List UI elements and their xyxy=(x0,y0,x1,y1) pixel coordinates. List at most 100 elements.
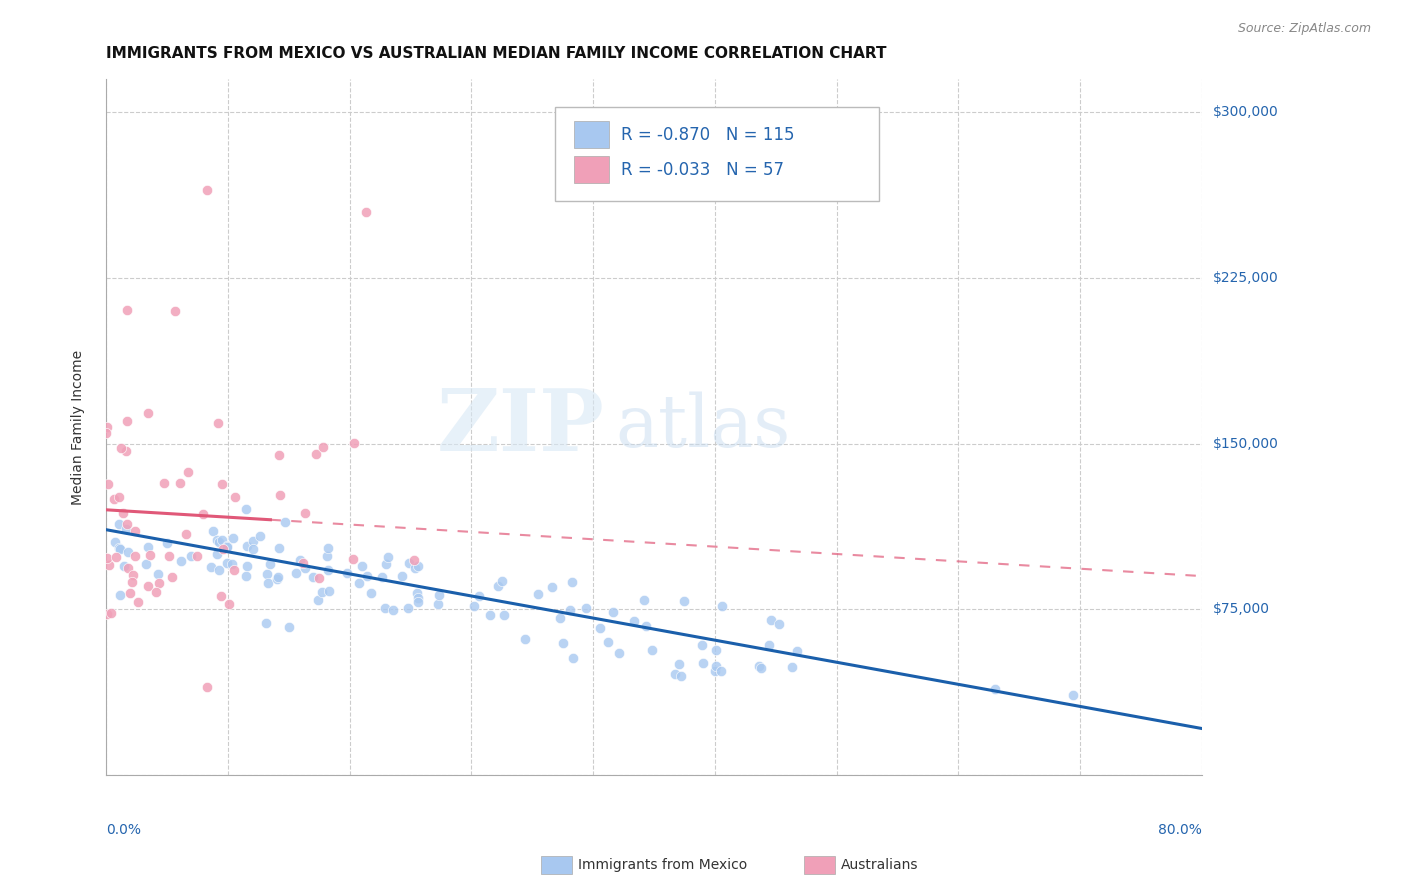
Point xyxy=(316,563,339,577)
Y-axis label: Median Family Income: Median Family Income xyxy=(72,350,86,505)
Point xyxy=(486,579,509,593)
Point xyxy=(710,599,733,613)
Point xyxy=(513,632,536,646)
Point xyxy=(398,556,420,570)
Point xyxy=(690,638,713,652)
Point xyxy=(284,566,307,580)
Point xyxy=(108,589,131,603)
Point xyxy=(136,406,159,420)
Point xyxy=(491,574,513,588)
Point xyxy=(278,620,301,634)
Point xyxy=(256,567,278,582)
Point xyxy=(222,563,245,577)
Point xyxy=(180,549,202,563)
Point xyxy=(343,436,366,450)
Point xyxy=(169,476,191,491)
Point xyxy=(208,534,231,549)
Point xyxy=(312,441,335,455)
Point xyxy=(710,665,733,679)
Point xyxy=(103,491,125,506)
Point xyxy=(221,557,243,571)
Point xyxy=(162,569,184,583)
Point xyxy=(672,594,695,608)
Point xyxy=(347,575,370,590)
Point xyxy=(212,542,235,557)
Point xyxy=(623,614,645,628)
Point xyxy=(209,589,232,603)
Point xyxy=(135,557,157,571)
Point xyxy=(560,603,582,617)
Point xyxy=(704,664,727,678)
Point xyxy=(117,545,139,559)
Point xyxy=(205,547,228,561)
Point xyxy=(236,539,259,553)
Point xyxy=(668,657,690,671)
Point xyxy=(211,477,233,491)
Text: 0.0%: 0.0% xyxy=(105,823,141,838)
Point xyxy=(139,548,162,562)
Point xyxy=(115,303,138,318)
Point xyxy=(207,533,229,548)
Point xyxy=(664,666,686,681)
Point xyxy=(96,419,118,434)
Text: atlas: atlas xyxy=(616,392,792,462)
FancyBboxPatch shape xyxy=(555,107,879,201)
Point xyxy=(374,601,396,615)
Point xyxy=(780,659,803,673)
Point xyxy=(342,551,364,566)
FancyBboxPatch shape xyxy=(574,121,609,148)
Point xyxy=(193,507,215,521)
Point xyxy=(117,560,139,574)
Point xyxy=(207,417,229,431)
Point xyxy=(186,549,208,563)
Point xyxy=(463,599,485,613)
Point xyxy=(208,563,231,577)
Point xyxy=(269,448,291,462)
Point xyxy=(305,447,328,461)
Point xyxy=(236,558,259,573)
Point xyxy=(671,669,693,683)
Point xyxy=(96,551,118,566)
Point xyxy=(354,204,377,219)
Point xyxy=(541,580,564,594)
Point xyxy=(294,506,316,520)
Point xyxy=(211,533,233,548)
Point xyxy=(217,540,239,554)
Point xyxy=(316,541,339,556)
Point xyxy=(200,559,222,574)
Point xyxy=(405,586,427,600)
Point xyxy=(100,606,122,620)
Point xyxy=(356,569,378,583)
Point xyxy=(492,607,515,622)
FancyBboxPatch shape xyxy=(574,156,609,183)
Text: 80.0%: 80.0% xyxy=(1159,823,1202,838)
Point xyxy=(115,516,138,531)
Point xyxy=(127,595,149,609)
Point xyxy=(391,569,413,583)
Point xyxy=(110,441,132,455)
Point xyxy=(176,526,198,541)
Text: Australians: Australians xyxy=(841,858,918,872)
Point xyxy=(269,488,291,502)
Point xyxy=(222,531,245,545)
Point xyxy=(256,615,278,630)
Point xyxy=(124,549,146,563)
Point xyxy=(370,570,392,584)
Point xyxy=(267,541,290,555)
Point xyxy=(602,606,624,620)
Point xyxy=(291,556,314,570)
Point xyxy=(406,595,429,609)
Point xyxy=(163,304,186,318)
Text: Source: ZipAtlas.com: Source: ZipAtlas.com xyxy=(1237,22,1371,36)
Point xyxy=(598,634,620,648)
Point xyxy=(633,593,655,607)
Point xyxy=(589,621,612,635)
Point xyxy=(294,560,316,574)
Point xyxy=(406,559,429,574)
Point xyxy=(273,515,295,529)
Point xyxy=(145,584,167,599)
Point xyxy=(786,644,808,658)
Point xyxy=(759,613,782,627)
Point xyxy=(249,529,271,543)
Point xyxy=(984,682,1007,697)
